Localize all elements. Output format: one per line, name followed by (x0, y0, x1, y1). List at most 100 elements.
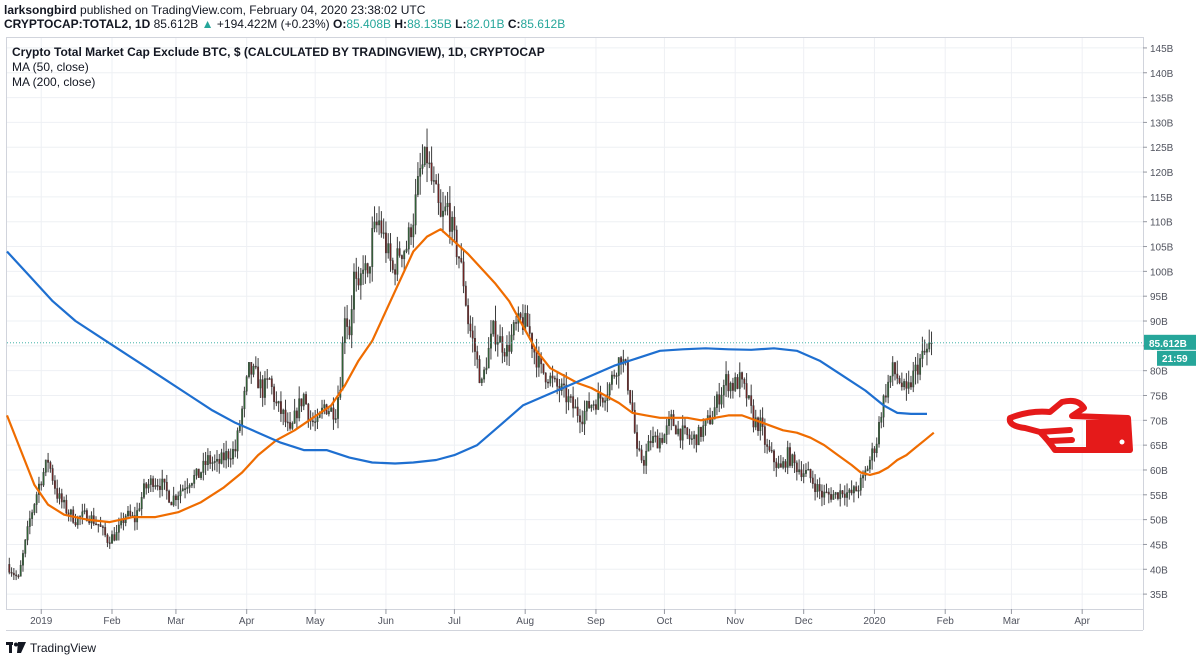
candle-body (702, 425, 705, 437)
candle-body (250, 362, 253, 375)
candle-body (375, 221, 378, 226)
candle-body (492, 320, 495, 335)
gridlines (7, 38, 1143, 609)
candle-body (585, 400, 588, 412)
candle-body (910, 382, 912, 388)
candle-body (515, 322, 517, 324)
hand-outline (1006, 397, 1133, 453)
candle-body (487, 347, 490, 369)
candle-body (542, 363, 545, 374)
candle-body (327, 411, 330, 415)
candle-body (337, 397, 339, 419)
candle-body (47, 459, 50, 463)
candle-body (330, 407, 333, 412)
x-tick-label: Apr (239, 616, 255, 627)
candle-body (832, 494, 835, 500)
candle-body (501, 336, 504, 353)
candle-body (378, 220, 381, 226)
candle-body (355, 271, 358, 279)
candle-body (391, 260, 394, 270)
candle-body (286, 421, 289, 424)
candle-body (81, 511, 84, 517)
candle-body (688, 434, 691, 440)
y-tick-label: 35B (1150, 590, 1168, 601)
candle-body (446, 202, 449, 208)
candle-body (553, 377, 556, 380)
candle-body (588, 400, 591, 409)
candle-body (40, 483, 43, 486)
candle-body (270, 378, 273, 387)
candle-body (777, 463, 780, 468)
candle-body (821, 490, 823, 498)
candle-body (629, 390, 632, 403)
candle-body (382, 232, 385, 235)
candle-body (133, 515, 136, 523)
candle-body (426, 146, 428, 164)
time-axis[interactable]: 2019 Feb Mar Apr May Jun Jul Aug Sep Oct Nov Dec 202… (30, 609, 1091, 627)
footer: TradingView (6, 641, 96, 655)
symbol-label[interactable]: CRYPTOCAP:TOTAL2, 1D (4, 17, 151, 31)
candle-body (786, 447, 789, 468)
candle-body (743, 378, 746, 384)
candle-body (273, 386, 276, 403)
candle-body (779, 463, 782, 468)
candle-body (179, 490, 182, 497)
candle-body (202, 460, 205, 473)
candle-body (74, 522, 77, 526)
candle-body (277, 401, 280, 404)
author-name[interactable]: larksongbird (4, 3, 77, 17)
candle-body (83, 510, 86, 513)
x-tick-label: Feb (937, 616, 955, 627)
candle-body (510, 334, 513, 352)
y-tick-label: 120B (1150, 168, 1174, 179)
candle-body (862, 475, 864, 479)
y-tick-label: 135B (1150, 94, 1174, 105)
candle-body (731, 382, 734, 391)
candle-body (763, 426, 766, 445)
candle-body (419, 168, 422, 177)
y-tick-label: 110B (1150, 218, 1173, 229)
candle-body (181, 488, 184, 492)
candle-body (111, 534, 113, 544)
candle-body (442, 210, 444, 217)
candle-body (891, 362, 894, 377)
candle-body (12, 572, 15, 576)
candle-body (672, 414, 675, 427)
legend-ma50[interactable]: MA (50, close) (12, 60, 89, 74)
candle-body (204, 460, 207, 465)
chart-frame (6, 37, 1144, 610)
candle-body (10, 572, 13, 574)
candle-body (569, 396, 572, 398)
candle-body (809, 468, 812, 479)
candle-body (695, 434, 698, 446)
candle-body (24, 539, 27, 554)
candle-body (690, 438, 693, 440)
y-tick-label: 40B (1150, 565, 1168, 576)
price-axis[interactable]: 35B40B45B50B55B60B65B70B75B80B85B90B95B1… (1143, 44, 1174, 601)
candle-body (478, 359, 481, 384)
candle-body (195, 468, 198, 476)
candle-body (551, 375, 554, 379)
candle-body (369, 266, 371, 274)
legend-ma200[interactable]: MA (200, close) (12, 75, 95, 89)
candle-body (711, 418, 714, 425)
candle-body (147, 484, 150, 489)
candle-body (373, 221, 376, 229)
x-tick-label: Nov (726, 616, 744, 627)
candle-body (505, 344, 508, 357)
candle-body (563, 383, 565, 386)
candle-body (211, 462, 214, 464)
y-tick-label: 75B (1150, 391, 1168, 402)
candle-body (900, 382, 903, 388)
candle-body (836, 492, 839, 499)
footer-brand[interactable]: TradingView (30, 641, 97, 655)
candle-body (458, 256, 460, 259)
candle-body (512, 322, 515, 336)
candle-body (398, 248, 401, 256)
candle-body (656, 435, 659, 449)
open-value: 85.408B (346, 17, 392, 31)
candle-body (535, 351, 538, 368)
candle-body (633, 409, 636, 433)
candle-body (42, 472, 45, 486)
